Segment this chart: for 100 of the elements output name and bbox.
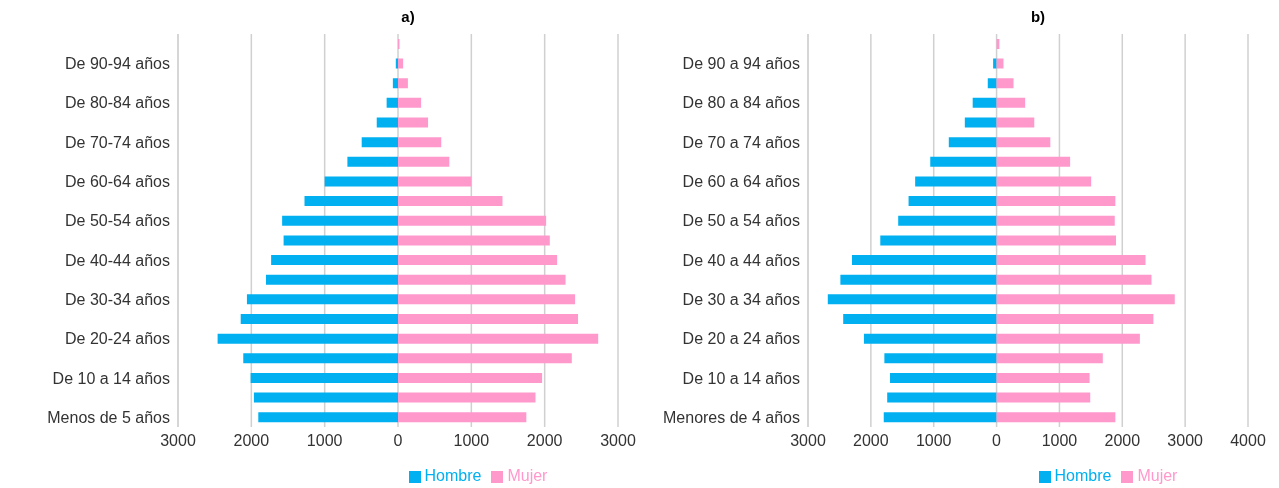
bar — [398, 353, 572, 364]
bar — [398, 392, 536, 403]
bar — [258, 412, 398, 423]
x-tick-label: 1000 — [1041, 432, 1078, 450]
y-tick-label: De 20-24 años — [65, 330, 170, 348]
bar — [915, 176, 997, 187]
y-tick-label: De 70-74 años — [65, 133, 170, 151]
bar — [398, 58, 404, 69]
bar — [996, 412, 1116, 423]
bar — [996, 333, 1140, 344]
y-tick-label: De 90-94 años — [65, 55, 170, 73]
bar — [283, 235, 398, 246]
bar — [398, 156, 450, 167]
chart-title: b) — [1029, 8, 1047, 27]
x-tick-label: 2000 — [233, 432, 270, 450]
bar — [395, 58, 398, 69]
bar — [398, 294, 576, 305]
bar — [376, 117, 398, 128]
bar — [930, 156, 997, 167]
bar — [996, 176, 1092, 187]
legend-label: Mujer — [507, 467, 548, 484]
legend-label: Hombre — [424, 467, 482, 484]
bar — [347, 156, 398, 167]
bar — [890, 372, 997, 383]
bar — [398, 117, 429, 128]
bar — [880, 235, 997, 246]
y-tick-label: De 60 a 64 años — [682, 173, 800, 191]
bar — [398, 255, 558, 266]
y-tick-label: De 40 a 44 años — [682, 251, 800, 269]
y-tick-label: De 80-84 años — [65, 94, 170, 112]
bar — [996, 314, 1154, 325]
bar — [996, 156, 1071, 167]
bar — [996, 117, 1035, 128]
bar — [240, 314, 398, 325]
bar — [996, 392, 1091, 403]
y-tick-label: De 50-54 años — [65, 212, 170, 230]
bar — [840, 274, 997, 285]
bar — [987, 78, 997, 89]
bar — [884, 353, 997, 364]
bar — [996, 196, 1116, 207]
bar — [996, 274, 1152, 285]
legend-label: Mujer — [1137, 467, 1178, 484]
bar — [398, 97, 422, 108]
bar — [361, 137, 398, 148]
bar — [392, 78, 398, 89]
bar — [271, 255, 398, 266]
bar — [996, 294, 1175, 305]
x-tick-label: 0 — [992, 432, 1002, 450]
bar — [964, 117, 997, 128]
bar — [843, 314, 997, 325]
bar — [398, 235, 550, 246]
bar — [883, 412, 997, 423]
bar — [246, 294, 398, 305]
x-tick-label: 1000 — [453, 432, 490, 450]
y-tick-label: De 80 a 84 años — [682, 94, 800, 112]
x-tick-label: 2000 — [1104, 432, 1141, 450]
bar — [398, 314, 579, 325]
y-tick-label: De 20 a 24 años — [682, 330, 800, 348]
bar — [398, 137, 442, 148]
y-tick-label: De 10 a 14 años — [52, 369, 170, 387]
bar — [996, 372, 1090, 383]
bar — [863, 333, 997, 344]
x-tick-label: 3000 — [790, 432, 826, 450]
bar — [827, 294, 997, 305]
bar — [217, 333, 398, 344]
bar — [996, 255, 1146, 266]
x-tick-label: 3000 — [600, 432, 636, 450]
y-tick-label: Menores de 4 años — [663, 408, 800, 426]
bar — [996, 78, 1014, 89]
bar — [996, 137, 1051, 148]
bar — [266, 274, 398, 285]
bar — [304, 196, 398, 207]
bar — [972, 97, 997, 108]
x-tick-label: 2000 — [853, 432, 889, 450]
bar — [386, 97, 398, 108]
x-tick-label: 1000 — [915, 432, 952, 450]
bar — [398, 333, 599, 344]
bar — [398, 274, 566, 285]
y-tick-label: De 90 a 94 años — [682, 55, 800, 73]
bar — [996, 235, 1116, 246]
bar — [398, 78, 408, 89]
bar — [250, 372, 398, 383]
x-tick-label: 2000 — [526, 432, 563, 450]
bar — [852, 255, 997, 266]
y-tick-label: De 60-64 años — [65, 173, 170, 191]
x-tick-label: 0 — [393, 432, 403, 450]
bar — [398, 412, 527, 423]
bar — [887, 392, 997, 403]
bar — [996, 215, 1115, 226]
bar — [398, 176, 472, 187]
chart-title: a) — [400, 8, 416, 27]
bar — [398, 196, 503, 207]
bar — [253, 392, 398, 403]
bar — [908, 196, 997, 207]
bar — [324, 176, 398, 187]
x-tick-label: 4000 — [1230, 432, 1266, 450]
y-tick-label: De 30 a 34 años — [682, 290, 800, 308]
y-tick-label: De 70 a 74 años — [682, 133, 800, 151]
y-tick-label: De 50 a 54 años — [682, 212, 800, 230]
bar — [898, 215, 997, 226]
